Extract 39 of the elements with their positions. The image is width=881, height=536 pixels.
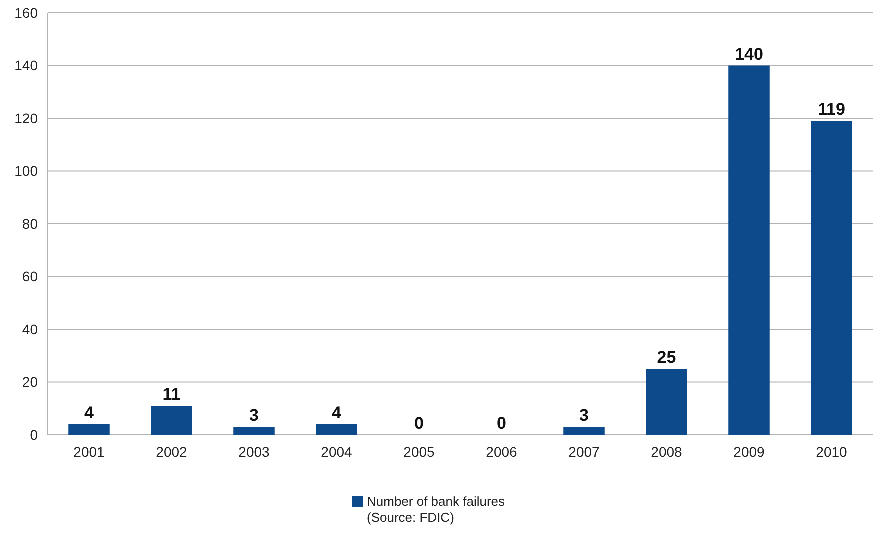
data-label: 25 — [657, 348, 676, 368]
y-tick-label: 160 — [14, 4, 38, 21]
data-label: 4 — [332, 403, 342, 422]
legend-label: Number of bank failures — [367, 494, 506, 509]
y-tick-label: 0 — [30, 426, 38, 443]
y-tick-label: 100 — [14, 163, 38, 180]
y-tick-label: 80 — [22, 216, 38, 232]
bar — [68, 424, 110, 435]
x-tick-label: 2008 — [651, 444, 683, 460]
y-tick-label: 120 — [14, 110, 38, 126]
x-tick-label: 2001 — [74, 444, 106, 460]
x-tick-label: 2009 — [734, 444, 766, 460]
text: (Source: FDIC) — [367, 510, 454, 525]
bar — [151, 406, 192, 435]
data-label: 11 — [162, 384, 181, 404]
bar — [646, 369, 688, 435]
data-label: 3 — [580, 406, 589, 426]
bar — [728, 66, 770, 435]
data-label: 119 — [818, 100, 846, 120]
x-tick-label: 2004 — [321, 444, 353, 460]
x-tick-label: 2007 — [568, 444, 600, 460]
bar — [234, 427, 275, 435]
data-label: 3 — [250, 406, 259, 426]
data-label: 140 — [735, 44, 764, 64]
x-tick-label: 2006 — [486, 444, 518, 460]
bar — [316, 424, 358, 435]
data-label: 0 — [497, 414, 506, 433]
x-tick-label: 2002 — [156, 444, 188, 460]
y-tick-label: 60 — [22, 268, 38, 285]
x-tick-label: 2005 — [404, 444, 436, 460]
y-tick-label: 40 — [22, 321, 38, 338]
data-label: 4 — [84, 403, 95, 422]
bar — [564, 427, 605, 435]
bar — [811, 121, 852, 435]
y-tick-label: 140 — [14, 58, 38, 74]
y-tick-label: 20 — [22, 374, 38, 390]
data-label: 0 — [414, 414, 424, 433]
x-tick-label: 2003 — [238, 444, 270, 460]
x-tick-label: 2010 — [816, 444, 848, 460]
